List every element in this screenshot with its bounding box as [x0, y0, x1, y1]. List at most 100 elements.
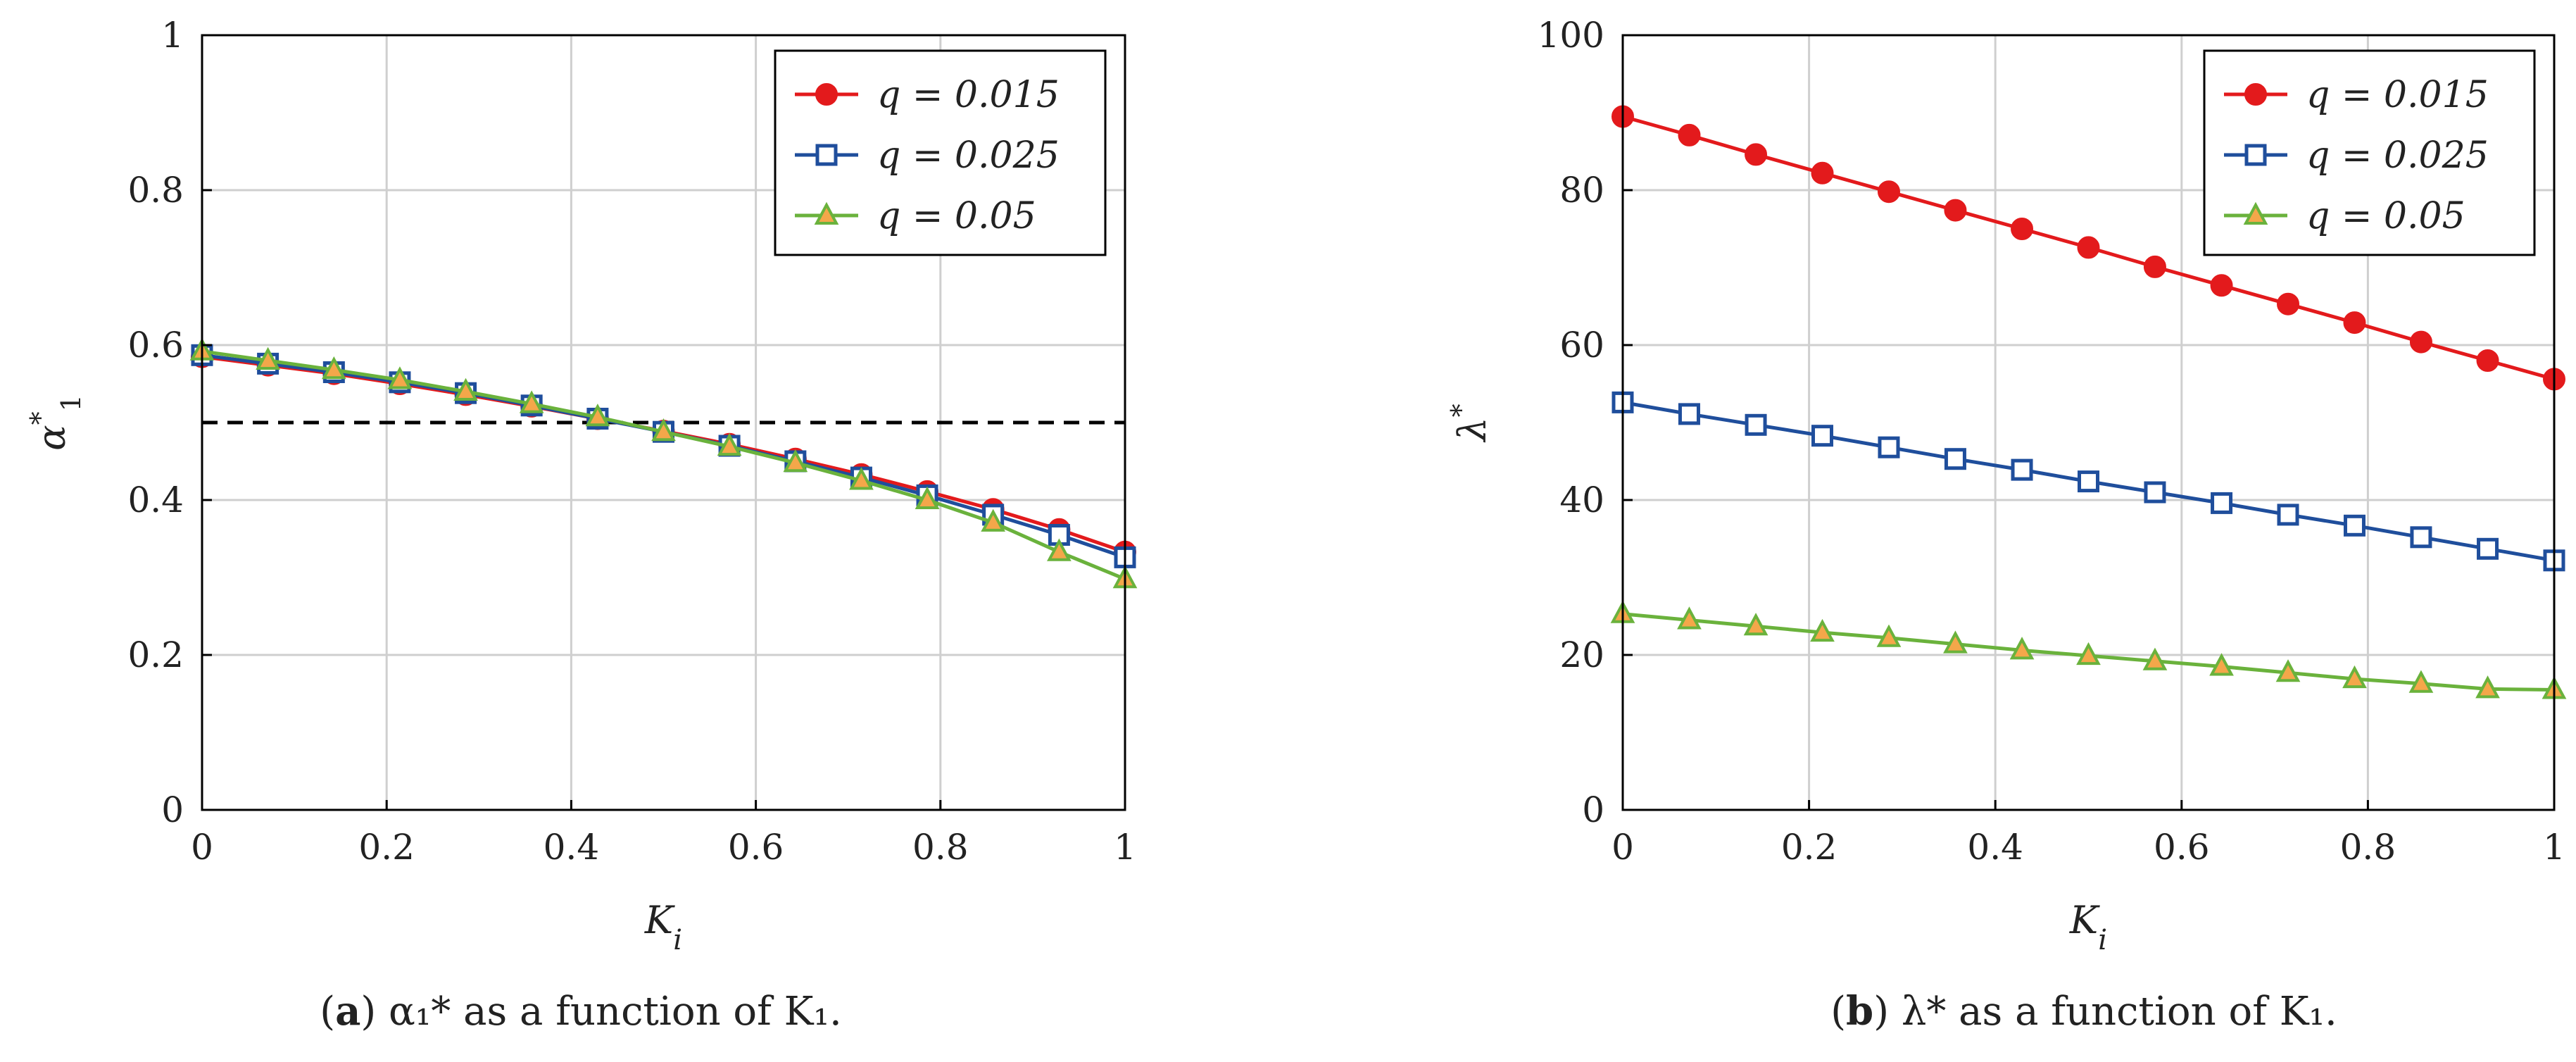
chart-b-ytick-label: 60: [1559, 325, 1604, 366]
chart-a-ytick-label: 1: [161, 15, 184, 56]
chart-b-series-1-point: [2211, 492, 2233, 514]
chart-b-legend-label-0: q = 0.015: [2306, 74, 2489, 116]
chart-b-series-0-point: [2143, 255, 2166, 278]
chart-a-xtick-label: 0.4: [544, 827, 600, 868]
chart-b-series-1-point: [1878, 436, 1900, 458]
chart-b-series-0-point: [1877, 180, 1900, 204]
chart-b-xtick-label: 0.6: [2154, 827, 2210, 868]
chart-b-series-0-point: [1678, 123, 1701, 146]
chart-b-series-0-point: [2210, 274, 2233, 297]
chart-b-series-0: [1611, 105, 2565, 391]
chart-b-xlabel: Ki: [2069, 898, 2107, 956]
chart-b-xtick-label: 1: [2543, 827, 2565, 868]
chart-b-series-2-point: [2142, 647, 2168, 670]
chart-a-ytick-label: 0.4: [127, 480, 184, 520]
chart-a-legend-marker-2: [814, 201, 839, 225]
chart-b-legend-label-1: q = 0.025: [2306, 135, 2489, 177]
chart-a-series: [189, 337, 1138, 589]
chart-a-legend-label-2: q = 0.05: [877, 195, 1036, 237]
chart-a-series-2-point: [915, 486, 940, 509]
chart-a: 0 0.2 0.4 0.6 0.8 1 0 0.2 0.4 0.6 0.8 1 Ki α*1 q = …: [25, 15, 1138, 1035]
chart-b-series-2-point: [1677, 606, 1702, 630]
chart-b-ytick-label: 40: [1559, 480, 1604, 520]
chart-b-ylabel: λ*: [1445, 404, 1495, 442]
chart-b-series-2-point: [2408, 670, 2434, 693]
chart-b-series-0-point: [2011, 218, 2034, 240]
chart-a-xtick-label: 0.2: [358, 827, 415, 868]
chart-b-series-1-point: [2277, 504, 2299, 526]
chart-b-xtick-label: 0.4: [1967, 827, 2023, 868]
chart-a-legend-label-1: q = 0.025: [877, 135, 1060, 177]
chart-b-caption-letter: b: [1846, 988, 1873, 1035]
chart-b-series-1-point: [2477, 537, 2499, 560]
chart-b: 0 0.2 0.4 0.6 0.8 1 0 20 40 60 80 100 Ki λ* q = 0.0…: [1445, 15, 2567, 1035]
chart-b-frame: [1621, 34, 2556, 811]
chart-a-series-2-point: [256, 346, 280, 370]
chart-a-ticks: 0 0.2 0.4 0.6 0.8 1 0 0.2 0.4 0.6 0.8 1: [127, 15, 1136, 868]
chart-b-series-0-point: [2476, 349, 2499, 372]
chart-b-series-2-point: [1743, 613, 1768, 636]
chart-b-series-1-point: [2011, 458, 2033, 481]
chart-b-series-1: [1611, 391, 2565, 572]
chart-b-ytick-label: 100: [1538, 15, 1604, 56]
chart-b-series-2-point: [1810, 618, 1835, 642]
chart-b-series-0-point: [2077, 236, 2100, 259]
chart-a-xtick-label: 0: [191, 827, 213, 868]
chart-b-caption-text: λ* as a function of K₁.: [1902, 989, 2337, 1035]
chart-a-series-2: [189, 337, 1138, 589]
chart-b-series-0-point: [2343, 311, 2366, 335]
chart-a-series-2-point: [717, 432, 742, 456]
chart-a-xtick-label: 0.8: [912, 827, 969, 868]
chart-b-series-0-point: [1944, 199, 1967, 222]
chart-a-xtick-label: 0.6: [728, 827, 784, 868]
chart-a-caption-letter: a: [335, 988, 360, 1035]
chart-b-series-2-point: [2009, 637, 2035, 660]
chart-b-series-1-point: [2410, 526, 2432, 549]
chart-a-xtick-label: 1: [1114, 827, 1136, 868]
chart-a-legend-label-0: q = 0.015: [877, 74, 1060, 116]
chart-b-series-1-point: [2343, 514, 2365, 537]
chart-b-series-1-point: [1678, 403, 1700, 425]
chart-b-ytick-label: 20: [1559, 635, 1604, 675]
chart-b-series-0-point: [2277, 292, 2300, 316]
chart-b-ytick-label: 0: [1582, 789, 1604, 830]
chart-a-series-2-point: [981, 508, 1006, 532]
chart-b-legend-marker-0: [2244, 83, 2267, 106]
chart-b-series-2: [1610, 600, 2567, 699]
chart-b-series-2-point: [1876, 624, 1902, 647]
chart-a-ytick-label: 0.6: [127, 325, 184, 366]
chart-b-caption: (b) λ* as a function of K₁.: [1830, 988, 2337, 1035]
chart-a-series-2-point: [849, 467, 874, 490]
chart-b-xtick-label: 0.2: [1781, 827, 1837, 868]
chart-a-series-2-line: [201, 349, 1126, 581]
chart-a-caption: (a) α₁* as a function of K₁.: [320, 988, 842, 1035]
chart-a-series-2-point: [783, 449, 808, 473]
chart-b-series-0-point: [1811, 161, 1834, 185]
chart-b-series-2-point: [2209, 653, 2234, 676]
chart-b-series-0-point: [2409, 330, 2432, 354]
chart-b-legend-marker-1: [2244, 144, 2267, 166]
chart-a-xlabel: Ki: [644, 898, 682, 956]
chart-a-legend-marker-0: [815, 83, 838, 106]
chart-a-series-2-point: [453, 377, 478, 401]
chart-a-series-2-point: [651, 418, 676, 442]
chart-a-caption-text: α₁* as a function of K₁.: [389, 989, 842, 1035]
chart-b-series-1-point: [1811, 425, 1834, 447]
chart-a-legend: q = 0.015 q = 0.025 q = 0.05: [774, 49, 1107, 256]
chart-a-ylabel: α*1: [25, 394, 87, 451]
chart-b-series-1-point: [2144, 481, 2166, 504]
chart-a-ytick-label: 0.2: [127, 635, 184, 675]
chart-b-series-0-point: [1745, 143, 1768, 166]
chart-b-series-2-point: [1943, 630, 1968, 654]
chart-a-ytick-label: 0: [161, 789, 184, 830]
chart-a-ytick-label: 0.8: [127, 170, 184, 211]
chart-b-series-1-point: [1745, 413, 1767, 436]
chart-b-legend: q = 0.015 q = 0.025 q = 0.05: [2203, 49, 2536, 256]
chart-b-ticks: 0 0.2 0.4 0.6 0.8 1 0 20 40 60 80 100: [1538, 15, 2565, 868]
chart-a-series-2-point: [519, 390, 544, 413]
chart-b-series-2-point: [2275, 659, 2301, 682]
chart-b-legend-label-2: q = 0.05: [2306, 195, 2465, 237]
chart-b-series-2-point: [2076, 642, 2101, 666]
chart-b-xtick-label: 0: [1611, 827, 1634, 868]
